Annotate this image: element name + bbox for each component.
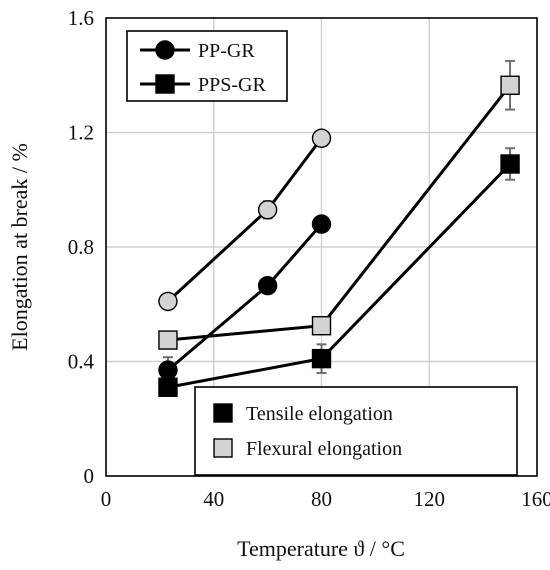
series-pp-gr-flexural bbox=[158, 128, 332, 312]
data-point bbox=[500, 154, 520, 174]
series-pps-gr-flexural bbox=[158, 59, 520, 350]
data-point bbox=[500, 75, 520, 95]
data-point bbox=[311, 316, 332, 336]
legend-swatch bbox=[213, 403, 233, 423]
data-point bbox=[158, 291, 178, 312]
legend-material-box bbox=[126, 30, 288, 102]
plot-area-frame bbox=[105, 17, 538, 477]
data-point bbox=[257, 200, 278, 220]
series-line bbox=[166, 137, 323, 303]
legend-circle-marker bbox=[155, 40, 175, 60]
data-point bbox=[311, 214, 332, 234]
data-point bbox=[158, 360, 178, 380]
x-tick-label: 40 bbox=[203, 487, 224, 511]
data-point bbox=[311, 128, 332, 148]
legend-property-label: Tensile elongation bbox=[246, 403, 393, 425]
legend-property-box bbox=[194, 386, 518, 476]
x-tick-label: 120 bbox=[414, 487, 446, 511]
x-tick-label: 160 bbox=[521, 487, 550, 511]
x-tick-label: 0 bbox=[101, 487, 112, 511]
data-point bbox=[158, 377, 178, 397]
series-line bbox=[167, 162, 512, 389]
y-tick-label: 1.6 bbox=[68, 6, 94, 30]
legend-material-label: PP-GR bbox=[198, 40, 255, 62]
x-axis-title: Temperature ϑ / °C bbox=[237, 536, 405, 561]
y-tick-label: 0.8 bbox=[68, 235, 94, 259]
data-point bbox=[311, 348, 332, 369]
legend-square-marker bbox=[155, 74, 175, 94]
y-tick-label: 1.2 bbox=[68, 121, 94, 145]
series-pps-gr-tensile bbox=[158, 147, 520, 397]
y-tick-label: 0 bbox=[84, 464, 95, 488]
legend-material: PP-GR PPS-GR bbox=[126, 30, 288, 102]
y-axis-title: Elongation at break / % bbox=[7, 143, 32, 351]
legend-swatch bbox=[213, 438, 233, 458]
axis-ticks: 0 40 80 120 160 0 0.4 0.8 1.2 1.6 bbox=[68, 6, 550, 511]
legend-property-label: Flexural elongation bbox=[246, 438, 402, 460]
data-point bbox=[158, 330, 178, 350]
series-line bbox=[167, 84, 512, 342]
data-point bbox=[257, 275, 278, 296]
legend-material-label: PPS-GR bbox=[198, 74, 266, 96]
data-series bbox=[158, 59, 520, 397]
series-line bbox=[166, 223, 323, 372]
x-tick-label: 80 bbox=[311, 487, 332, 511]
legend-property: Tensile elongation Flexural elongation bbox=[194, 386, 518, 476]
y-tick-label: 0.4 bbox=[68, 350, 95, 374]
series-pp-gr-tensile bbox=[158, 214, 332, 384]
